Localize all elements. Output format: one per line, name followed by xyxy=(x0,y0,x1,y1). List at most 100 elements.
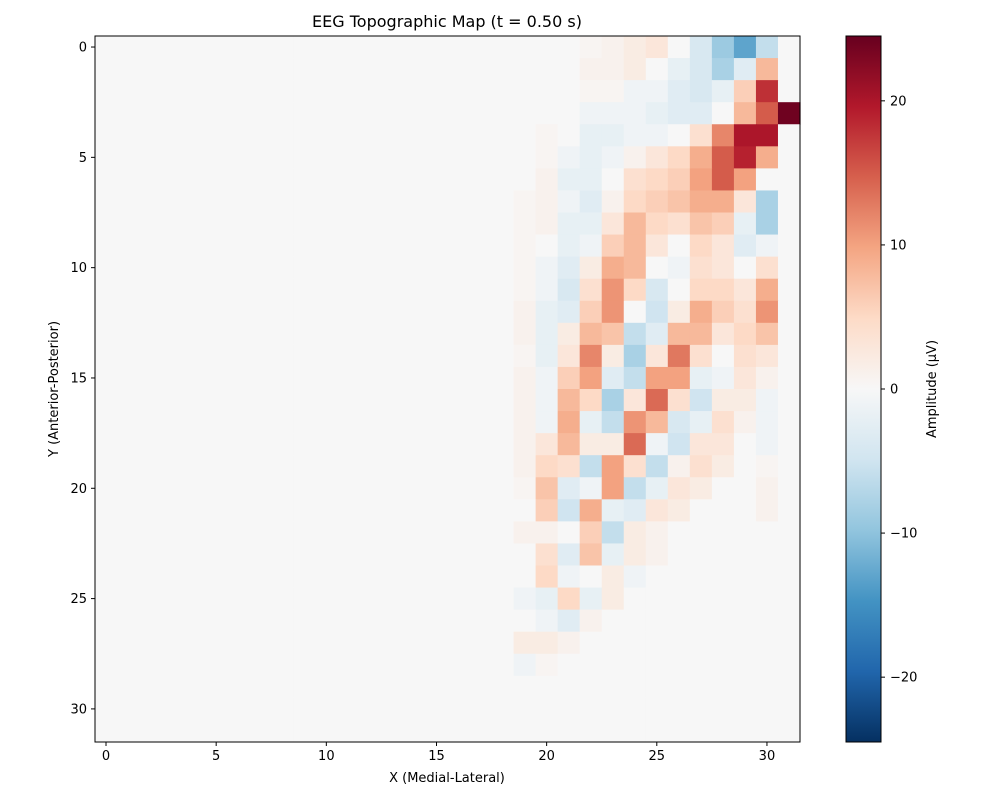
heatmap-cell xyxy=(689,366,713,390)
heatmap-cell xyxy=(755,344,779,368)
heatmap-cell xyxy=(535,587,559,611)
heatmap-cell xyxy=(513,300,537,324)
heatmap-cell xyxy=(535,168,559,192)
heatmap-cell xyxy=(315,344,338,368)
heatmap-cell xyxy=(733,146,757,169)
heatmap-cell xyxy=(777,543,801,567)
heatmap-cell xyxy=(513,168,537,192)
heatmap-cell xyxy=(139,433,162,456)
heatmap-cell xyxy=(337,102,360,125)
heatmap-cell xyxy=(359,653,383,677)
heatmap-cell xyxy=(183,587,206,611)
heatmap-cell xyxy=(139,190,162,214)
heatmap-cell xyxy=(623,675,647,699)
heatmap-cell xyxy=(117,234,140,258)
heatmap-cell xyxy=(337,455,360,478)
heatmap-cell xyxy=(755,190,779,214)
heatmap-cell xyxy=(359,587,383,611)
heatmap-cell xyxy=(733,168,757,192)
heatmap-cell xyxy=(777,697,801,721)
heatmap-cell xyxy=(271,124,294,147)
heatmap-cell xyxy=(447,455,471,478)
heatmap-cell xyxy=(183,322,206,346)
heatmap-cell xyxy=(139,322,162,346)
heatmap-cell xyxy=(777,719,801,743)
heatmap-cell xyxy=(579,124,603,147)
heatmap-cell xyxy=(381,543,405,567)
heatmap-cell xyxy=(535,212,559,236)
heatmap-cell xyxy=(425,278,449,302)
heatmap-cell xyxy=(161,719,184,743)
heatmap-cell xyxy=(227,102,250,125)
heatmap-cell xyxy=(513,366,537,390)
heatmap-cell xyxy=(733,433,757,456)
heatmap-cell xyxy=(403,212,427,236)
heatmap-cell xyxy=(711,653,735,677)
heatmap-cell xyxy=(315,675,338,699)
heatmap-cell xyxy=(491,36,515,59)
heatmap-cell xyxy=(535,278,559,302)
heatmap-cell xyxy=(139,212,162,236)
heatmap-cell xyxy=(359,80,383,103)
heatmap-cell xyxy=(293,212,316,236)
heatmap-cell xyxy=(777,256,801,280)
heatmap-cell xyxy=(579,543,603,567)
heatmap-cell xyxy=(117,344,140,368)
heatmap-cell xyxy=(667,102,691,125)
heatmap-cell xyxy=(359,565,383,589)
x-tick-label: 25 xyxy=(649,749,666,764)
heatmap-cell xyxy=(513,609,537,633)
heatmap-cell xyxy=(557,411,581,434)
heatmap-cell xyxy=(227,366,250,390)
heatmap-cell xyxy=(645,124,669,147)
heatmap-cell xyxy=(623,587,647,611)
heatmap-cell xyxy=(711,631,735,655)
heatmap-cell xyxy=(205,653,228,677)
heatmap-cell xyxy=(601,234,625,258)
heatmap-cell xyxy=(645,366,669,390)
heatmap-cell xyxy=(755,521,779,545)
heatmap-cell xyxy=(513,477,537,500)
heatmap-cell xyxy=(205,102,228,125)
heatmap-cell xyxy=(227,58,250,81)
heatmap-cell xyxy=(183,278,206,302)
heatmap-cell xyxy=(557,234,581,258)
heatmap-cell xyxy=(315,124,338,147)
heatmap-cell xyxy=(755,675,779,699)
heatmap-cell xyxy=(513,278,537,302)
heatmap-cell xyxy=(227,675,250,699)
heatmap-cell xyxy=(491,455,515,478)
heatmap-cell xyxy=(491,719,515,743)
heatmap-cell xyxy=(469,256,493,280)
heatmap-cell xyxy=(183,521,206,545)
heatmap-cell xyxy=(205,389,228,412)
heatmap-cell xyxy=(601,146,625,169)
heatmap-cell xyxy=(579,455,603,478)
heatmap-cell xyxy=(469,234,493,258)
heatmap-cell xyxy=(777,146,801,169)
heatmap-cell xyxy=(623,212,647,236)
heatmap-cell xyxy=(425,697,449,721)
heatmap-cell xyxy=(535,300,559,324)
heatmap-cell xyxy=(381,455,405,478)
heatmap-cell xyxy=(161,653,184,677)
heatmap-cell xyxy=(579,565,603,589)
heatmap-cell xyxy=(491,521,515,545)
heatmap-cell xyxy=(183,212,206,236)
heatmap-cell xyxy=(447,433,471,456)
heatmap-cell xyxy=(293,168,316,192)
heatmap-cell xyxy=(777,300,801,324)
colorbar-tick-label: 0 xyxy=(890,383,898,398)
heatmap-cell xyxy=(381,719,405,743)
heatmap-cell xyxy=(667,653,691,677)
heatmap-cell xyxy=(205,212,228,236)
heatmap-cell xyxy=(645,389,669,412)
heatmap-cell xyxy=(139,80,162,103)
heatmap-cell xyxy=(271,631,294,655)
heatmap-cell xyxy=(161,212,184,236)
heatmap-cell xyxy=(381,168,405,192)
heatmap-cell xyxy=(447,36,471,59)
heatmap-cell xyxy=(469,102,493,125)
heatmap-cell xyxy=(557,146,581,169)
heatmap-cell xyxy=(139,521,162,545)
